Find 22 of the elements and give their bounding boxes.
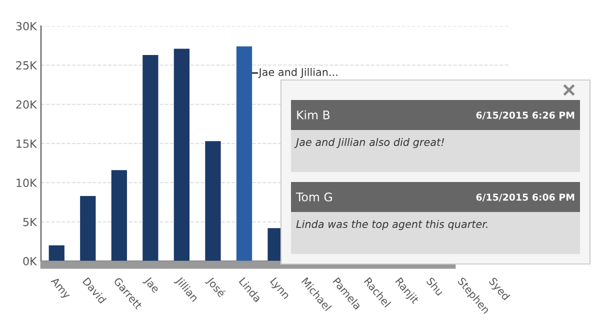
bar [111, 170, 127, 261]
annotation: Kim B [297, 110, 330, 120]
y-tick-label: 10K [16, 178, 38, 188]
y-tick-label: 0K [23, 256, 38, 266]
bar [205, 141, 221, 261]
bar [48, 245, 64, 261]
bar [142, 54, 158, 261]
annotation: Linda was the top agent this quarter. [296, 220, 488, 230]
bar [174, 48, 190, 261]
annotation: Jae and Jillian also did great! [294, 138, 444, 148]
y-tick-label: 20K [16, 100, 38, 109]
y-tick-label: 5K [23, 218, 38, 226]
y-tick-label: 30K [16, 22, 38, 30]
bar [80, 196, 96, 261]
annotation: Jae and Jillian... [258, 68, 338, 78]
annotation: 6/15/2015 6:06 PM [476, 194, 574, 202]
annotation: 6/15/2015 6:26 PM [476, 112, 574, 120]
y-tick-label: 15K [16, 140, 38, 148]
annotation: Tom G [296, 192, 332, 202]
bar [236, 46, 252, 261]
x-tick-label: Jae [142, 276, 160, 294]
y-tick-label: 25K [16, 61, 38, 70]
